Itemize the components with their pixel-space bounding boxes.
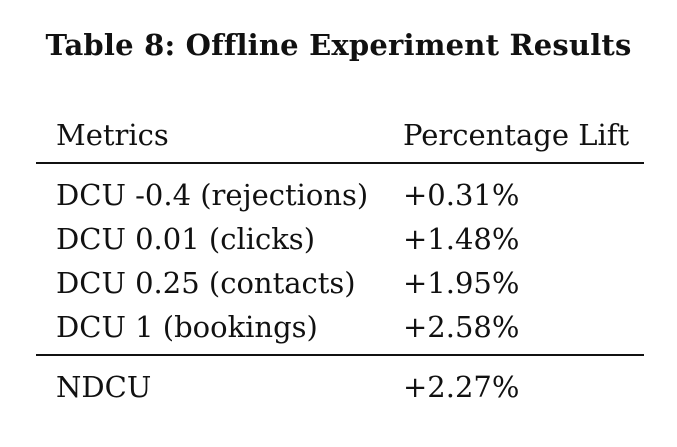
summary-rule: [36, 354, 644, 356]
table-row: DCU 0.01 (clicks) +1.48%: [36, 216, 644, 260]
table-footer: NDCU +2.27%: [36, 356, 644, 408]
summary-metric-cell: NDCU: [56, 370, 152, 404]
lift-cell: +0.31%: [403, 178, 520, 212]
summary-lift-cell: +2.27%: [403, 370, 520, 404]
header-rule: [36, 162, 644, 164]
lift-cell: +1.95%: [403, 266, 520, 300]
header-metrics: Metrics: [56, 118, 169, 152]
metric-cell: DCU 0.25 (contacts): [56, 266, 356, 300]
lift-cell: +2.58%: [403, 310, 520, 344]
header-percentage-lift: Percentage Lift: [403, 118, 630, 152]
results-table: Metrics Percentage Lift DCU -0.4 (reject…: [36, 112, 644, 408]
metric-cell: DCU 1 (bookings): [56, 310, 318, 344]
table-body: DCU -0.4 (rejections) +0.31% DCU 0.01 (c…: [36, 164, 644, 354]
table-row: DCU 0.25 (contacts) +1.95%: [36, 260, 644, 304]
metric-cell: DCU 0.01 (clicks): [56, 222, 316, 256]
summary-row: NDCU +2.27%: [36, 364, 644, 408]
table-caption: Table 8: Offline Experiment Results: [45, 28, 632, 62]
metric-cell: DCU -0.4 (rejections): [56, 178, 369, 212]
table-header-row: Metrics Percentage Lift: [36, 112, 644, 162]
table-row: DCU 1 (bookings) +2.58%: [36, 304, 644, 348]
lift-cell: +1.48%: [403, 222, 520, 256]
table-row: DCU -0.4 (rejections) +0.31%: [36, 172, 644, 216]
